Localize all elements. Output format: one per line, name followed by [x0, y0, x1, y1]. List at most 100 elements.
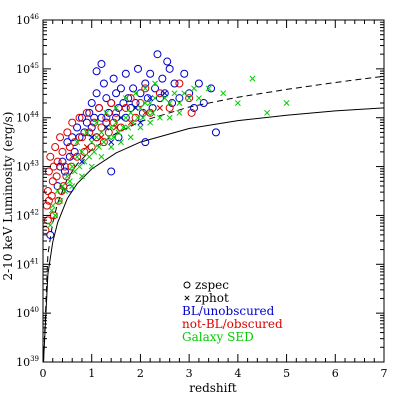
data-point-stroke [47, 222, 54, 229]
data-point [58, 147, 67, 156]
data-point [99, 79, 108, 88]
data-point [249, 75, 256, 82]
y-tick-label: 1039 [16, 355, 39, 369]
data-point [127, 119, 134, 126]
legend: zspeczphotBL/unobscurednot-BL/obscuredGa… [182, 278, 283, 344]
data-point [64, 173, 71, 180]
data-point [112, 108, 121, 117]
data-point-stroke [127, 109, 134, 116]
data-point-stroke [54, 188, 61, 194]
data-point-stroke [191, 85, 197, 92]
data-point-stroke [52, 212, 59, 219]
data-point-stroke [108, 144, 115, 150]
data-point [108, 144, 115, 150]
data-point [115, 129, 122, 136]
data-point [170, 79, 179, 88]
data-point [152, 95, 158, 102]
data-point-stroke [108, 124, 115, 131]
data-point-stroke [88, 134, 95, 141]
data-point-stroke [147, 95, 154, 102]
data-point [207, 84, 216, 93]
data-point-stroke [186, 95, 193, 102]
data-point [156, 104, 163, 111]
y-tick-label: 1043 [16, 160, 39, 174]
data-point-stroke [69, 163, 76, 170]
data-point [171, 90, 178, 97]
data-point-stroke [108, 139, 115, 146]
data-point-stroke [149, 109, 156, 116]
data-point-stroke [176, 100, 183, 107]
data-point-stroke [264, 109, 271, 116]
data-point [117, 139, 124, 146]
data-point [68, 118, 77, 127]
data-point [133, 64, 142, 73]
data-point [122, 95, 129, 102]
data-point [156, 114, 163, 121]
data-point [143, 94, 152, 103]
data-point [88, 134, 95, 141]
data-point [113, 124, 120, 131]
data-point [116, 123, 125, 132]
x-tick-label: 3 [186, 367, 193, 380]
data-point [116, 84, 125, 93]
data-point-stroke [132, 90, 139, 97]
data-point-stroke [64, 173, 71, 180]
plot-border [42, 19, 385, 363]
data-point-stroke [137, 104, 144, 111]
data-point [153, 50, 162, 59]
data-point [105, 134, 112, 141]
data-point [92, 89, 101, 98]
data-point [136, 99, 145, 108]
legend-circle-marker [183, 281, 191, 289]
curve-solid [43, 107, 384, 362]
data-point-stroke [83, 144, 90, 150]
data-point [114, 133, 123, 142]
data-point [129, 84, 138, 93]
data-point [56, 162, 65, 171]
data-point [146, 69, 155, 78]
data-point-stroke [161, 95, 168, 102]
data-point [132, 104, 139, 111]
data-point [103, 124, 110, 131]
data-point [73, 123, 82, 132]
data-point-stroke [234, 100, 241, 107]
data-point [103, 109, 110, 116]
data-point [147, 119, 154, 126]
data-point-stroke [142, 100, 149, 107]
data-point-stroke [103, 109, 110, 116]
data-point-stroke [127, 134, 134, 141]
x-axis-title: redshift [189, 381, 237, 395]
data-point [54, 188, 61, 194]
x-tick-label: 2 [137, 367, 144, 380]
data-point [79, 173, 85, 180]
data-point [81, 158, 88, 165]
data-point [69, 183, 76, 190]
data-point-stroke [66, 178, 73, 185]
data-point-stroke [135, 114, 141, 121]
data-point [52, 212, 59, 219]
data-point [48, 207, 55, 214]
data-point [88, 163, 95, 170]
data-point [175, 79, 184, 88]
data-point-stroke [171, 90, 178, 97]
data-point [147, 100, 154, 107]
data-point [69, 153, 76, 160]
data-point-stroke [98, 134, 105, 141]
data-point [93, 134, 100, 141]
data-point-stroke [144, 109, 151, 116]
data-point [62, 172, 71, 181]
data-point [211, 128, 220, 137]
data-point-stroke [74, 139, 81, 146]
data-point-stroke [81, 158, 88, 165]
data-point [165, 64, 174, 73]
data-point-stroke [205, 85, 212, 92]
data-point-stroke [98, 153, 105, 160]
data-point [70, 147, 79, 156]
data-point-stroke [57, 197, 64, 204]
data-point [82, 108, 91, 117]
data-point [166, 114, 173, 121]
data-point [113, 119, 120, 126]
data-point [126, 94, 135, 103]
data-point [185, 94, 194, 103]
